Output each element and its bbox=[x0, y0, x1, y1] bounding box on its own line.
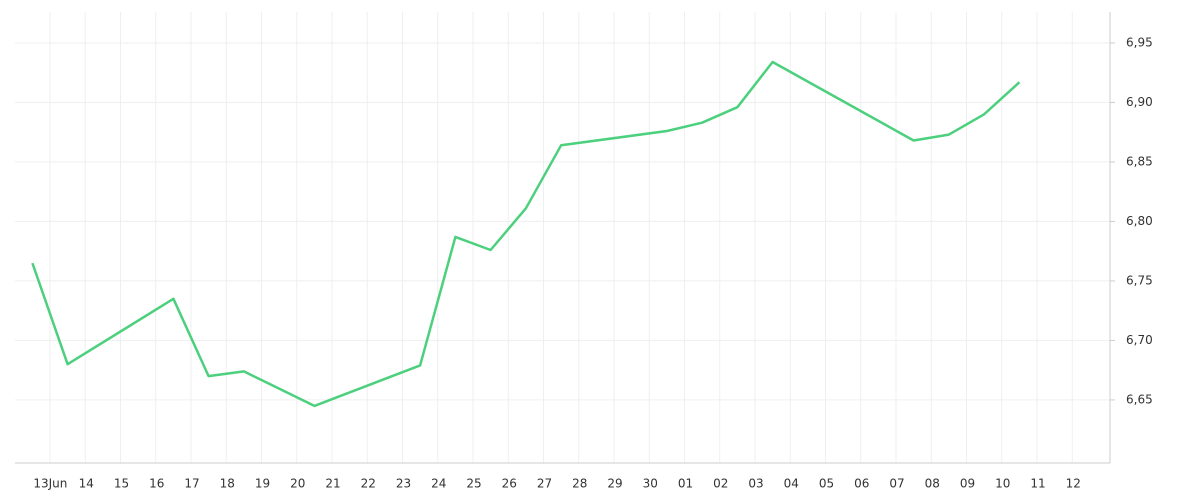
y-tick-label: 6,90 bbox=[1126, 95, 1153, 109]
x-tick-label: 18 bbox=[220, 477, 235, 491]
x-tick-label: 07 bbox=[889, 477, 904, 491]
x-tick-label: 12 bbox=[1066, 477, 1081, 491]
x-tick-label: 11 bbox=[1030, 477, 1045, 491]
x-tick-label: 16 bbox=[149, 477, 164, 491]
x-tick-label: 14 bbox=[79, 477, 94, 491]
x-tick-label: 02 bbox=[713, 477, 728, 491]
y-tick-label: 6,80 bbox=[1126, 214, 1153, 228]
x-tick-label: 26 bbox=[502, 477, 517, 491]
x-tick-label: 27 bbox=[537, 477, 552, 491]
x-tick-label: 25 bbox=[466, 477, 481, 491]
x-tick-label: 10 bbox=[995, 477, 1010, 491]
x-tick-label: 09 bbox=[960, 477, 975, 491]
line bbox=[31, 60, 1021, 408]
x-tick-label: 22 bbox=[361, 477, 376, 491]
x-tick-label: 30 bbox=[643, 477, 658, 491]
x-tick-label: 21 bbox=[325, 477, 340, 491]
x-tick-label: 29 bbox=[607, 477, 622, 491]
x-tick-label: 05 bbox=[819, 477, 834, 491]
y-tick-label: 6,75 bbox=[1126, 273, 1153, 287]
x-tick-label: 15 bbox=[114, 477, 129, 491]
x-tick-label: 06 bbox=[854, 477, 869, 491]
x-tick-label: 13 bbox=[33, 477, 48, 491]
x-tick-label: 28 bbox=[572, 477, 587, 491]
month-label: Jun bbox=[48, 477, 68, 491]
y-tick-label: 6,95 bbox=[1126, 35, 1153, 49]
x-tick-label: 20 bbox=[290, 477, 305, 491]
x-tick-label: 01 bbox=[678, 477, 693, 491]
x-tick-label: 08 bbox=[925, 477, 940, 491]
y-tick-label: 6,65 bbox=[1126, 392, 1153, 406]
x-tick-label: 04 bbox=[784, 477, 799, 491]
x-tick-label: 17 bbox=[184, 477, 199, 491]
x-tick-label: 24 bbox=[431, 477, 446, 491]
y-tick-label: 6,70 bbox=[1126, 333, 1153, 347]
x-tick-label: 03 bbox=[748, 477, 763, 491]
x-tick-label: 23 bbox=[396, 477, 411, 491]
x-tick-label: 19 bbox=[255, 477, 270, 491]
y-tick-label: 6,85 bbox=[1126, 154, 1153, 168]
grid bbox=[15, 12, 1110, 463]
